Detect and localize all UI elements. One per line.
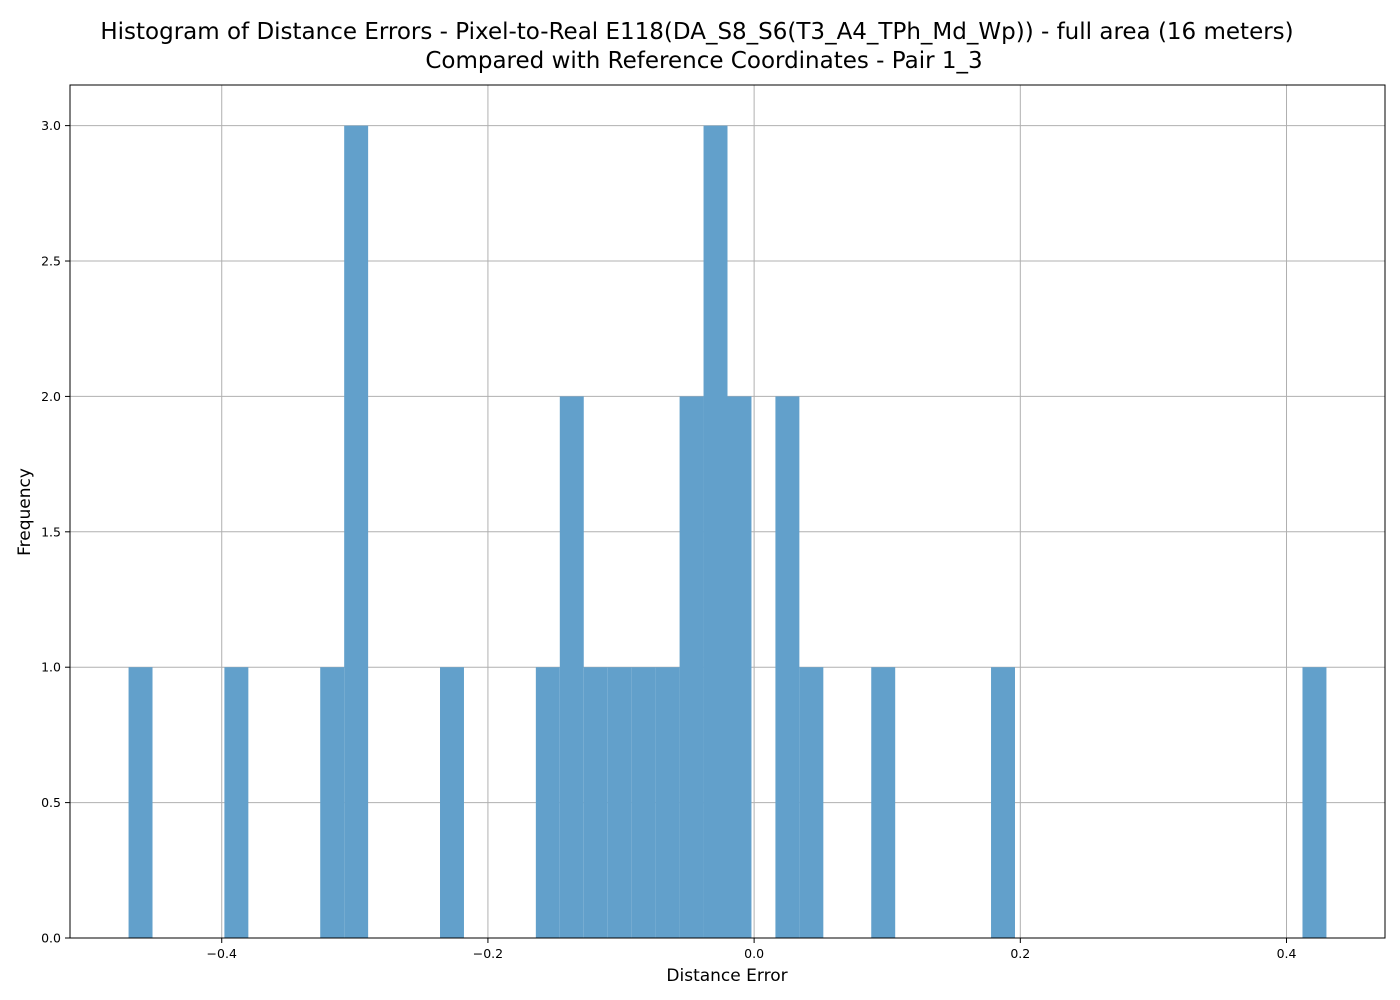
y-axis-label: Frequency bbox=[15, 468, 35, 556]
axis-ticks: −0.4 −0.2 0.0 0.2 0.4 0.0 0.5 1.0 1.5 2.0 2.5 3.0 bbox=[41, 118, 1296, 961]
histogram-bar bbox=[679, 396, 704, 938]
histogram-bar bbox=[775, 396, 800, 938]
histogram-bar bbox=[703, 125, 728, 939]
histogram-bar bbox=[128, 667, 153, 938]
x-tick-label: −0.4 bbox=[207, 946, 237, 961]
y-tick-label: 2.5 bbox=[41, 254, 61, 269]
histogram-bar bbox=[344, 125, 369, 939]
y-tick-label: 2.0 bbox=[41, 389, 61, 404]
histogram-bar bbox=[631, 667, 656, 938]
x-tick-label: 0.2 bbox=[1010, 946, 1030, 961]
y-tick-label: 1.5 bbox=[41, 524, 61, 539]
histogram-bar bbox=[535, 667, 560, 938]
histogram-bars bbox=[128, 125, 1327, 939]
histogram-bar bbox=[991, 667, 1015, 938]
histogram-bar bbox=[224, 667, 249, 938]
y-tick-label: 1.0 bbox=[41, 660, 61, 675]
x-tick-label: 0.4 bbox=[1277, 946, 1297, 961]
histogram-bar bbox=[559, 396, 584, 938]
chart-title-line-2: Compared with Reference Coordinates - Pa… bbox=[425, 48, 982, 74]
chart-title-line-1: Histogram of Distance Errors - Pixel-to-… bbox=[100, 19, 1293, 45]
x-tick-label: 0.0 bbox=[744, 946, 764, 961]
histogram-bar bbox=[320, 667, 345, 938]
histogram-bar bbox=[655, 667, 680, 938]
plot-frame bbox=[69, 84, 1386, 939]
histogram-bar bbox=[607, 667, 632, 938]
y-tick-label: 0.0 bbox=[41, 931, 61, 946]
x-axis-label: Distance Error bbox=[666, 966, 787, 986]
x-tick-label: −0.2 bbox=[473, 946, 503, 961]
y-tick-label: 0.5 bbox=[41, 795, 61, 810]
histogram-bar bbox=[440, 667, 464, 938]
y-tick-label: 3.0 bbox=[41, 118, 61, 133]
histogram-bar bbox=[1302, 667, 1327, 938]
histogram-bar bbox=[583, 667, 608, 938]
histogram-bar bbox=[799, 667, 824, 938]
histogram-bar bbox=[871, 667, 896, 938]
histogram-bar bbox=[727, 396, 752, 938]
